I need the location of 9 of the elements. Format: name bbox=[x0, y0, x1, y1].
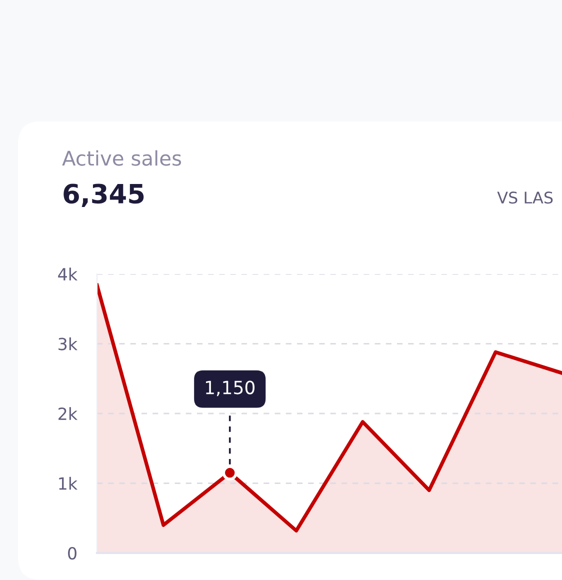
y-tick-label: 3k bbox=[58, 337, 78, 350]
text: VS LAS bbox=[497, 192, 553, 204]
y-tick-label: 2k bbox=[58, 407, 78, 420]
y-tick-label: 0 bbox=[68, 546, 76, 560]
chart-title: Active sales bbox=[62, 150, 182, 166]
y-tick-label: 4k bbox=[58, 268, 78, 280]
y-tick-label: 1k bbox=[59, 476, 78, 490]
data-label: 1,150 bbox=[206, 380, 255, 396]
chart-subtitle: 6,345 bbox=[64, 184, 144, 208]
